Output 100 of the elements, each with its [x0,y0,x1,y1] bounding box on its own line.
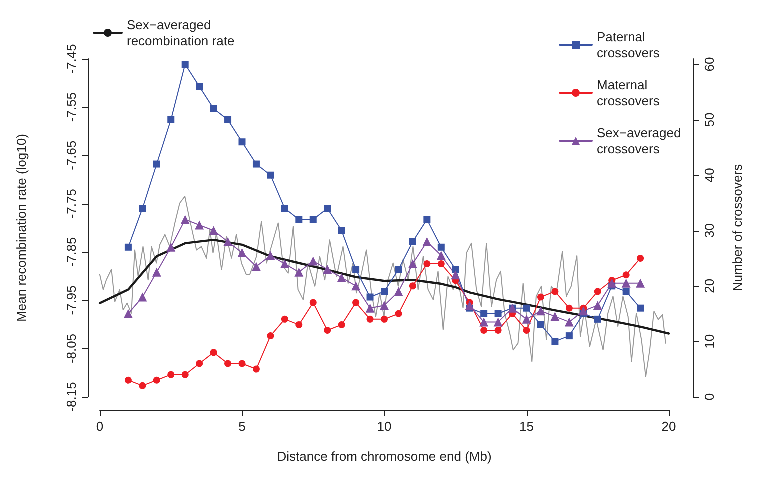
point [224,360,232,368]
point [622,288,630,296]
point [636,278,646,288]
point [153,160,160,168]
point [424,260,431,268]
point [168,116,175,124]
point [451,270,460,280]
point [408,260,418,269]
y-tick-label: -8.15 [64,382,79,412]
point [224,116,232,124]
point [594,288,602,296]
point [280,260,290,269]
point [296,321,303,328]
point [323,265,332,274]
point [210,105,218,112]
point [422,237,432,246]
point [622,272,630,279]
point [637,304,644,312]
legend-label: Maternal crossovers [597,78,660,108]
point [152,268,162,277]
point [409,238,416,246]
point [537,321,544,328]
point [294,268,304,277]
point [210,349,218,356]
point [550,312,560,322]
point [252,366,260,373]
y-tick-label: -7.45 [64,44,79,74]
point [564,318,574,327]
line-series [98,238,670,335]
point [238,360,246,368]
y-tick-label: -7.75 [64,189,79,219]
x-tick-label: 15 [520,419,534,434]
point [238,138,246,146]
point [480,310,488,318]
point [124,244,132,251]
point [452,266,460,274]
point [523,327,530,334]
line-series [100,196,666,378]
x-tick-label: 5 [238,419,246,434]
point [352,282,361,291]
point [324,327,332,334]
y2-tick-label: 60 [702,57,717,72]
point [381,288,388,296]
point [436,251,446,260]
point [195,220,204,230]
point [310,299,317,306]
point [366,304,375,313]
point [438,260,445,268]
point [394,287,404,296]
point [196,360,204,368]
y2-axis-title: Number of crossovers [730,164,745,292]
point [536,306,546,316]
point [537,294,544,301]
point [608,278,617,288]
point [566,332,573,340]
y2-tick-label: 30 [702,224,717,238]
y2-tick-label: 0 [702,393,717,401]
point [480,318,489,327]
point [182,371,189,378]
point [395,266,402,274]
y-tick-label: -7.65 [64,140,79,170]
x-axis-title: Distance from chromosome end (Mb) [277,449,492,464]
point [267,172,274,179]
legend-label: Sex−averaged recombination rate [127,18,235,48]
point [380,301,389,310]
point [523,304,530,312]
point [409,282,416,290]
point [281,316,288,323]
point [424,216,431,224]
point [267,332,274,340]
point [310,216,317,224]
point [381,316,388,323]
point [296,216,303,224]
point [166,242,176,252]
point [281,205,288,212]
point [522,314,532,324]
point [238,248,247,258]
y-tick-label: -8.05 [64,334,79,364]
point [593,301,602,310]
point [338,227,346,234]
y2-tick-label: 10 [702,334,717,349]
point [139,205,146,212]
point [566,304,573,312]
point [438,244,445,251]
point [180,215,190,224]
x-tick-label: 0 [96,419,104,434]
point [637,254,644,262]
y-tick-label: -7.85 [64,237,79,267]
point [366,294,374,301]
point [494,327,502,334]
point [308,256,318,266]
point [139,382,146,390]
point [494,310,502,318]
point [138,292,148,302]
point [266,251,276,260]
y-tick-label: -7.55 [64,92,79,122]
point [465,301,474,310]
point [552,288,559,296]
point [594,316,602,323]
x-tick-label: 10 [377,419,392,434]
